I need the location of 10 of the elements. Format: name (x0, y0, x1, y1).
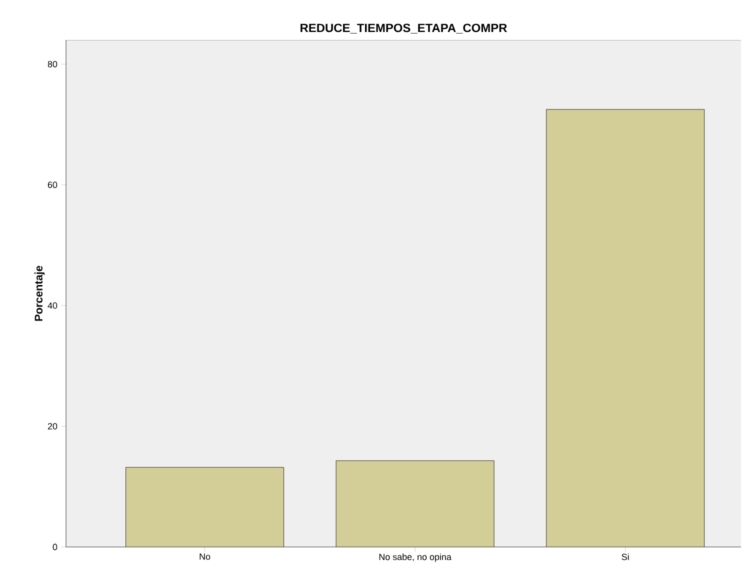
y-tick-label: 40 (48, 302, 58, 309)
y-tick-label: 80 (48, 60, 58, 68)
x-tick-label: No (200, 554, 210, 560)
x-tick-label: No sabe, no opina (379, 554, 452, 562)
y-tick-label: 60 (48, 182, 58, 188)
chart-title: REDUCE_TIEMPOS_ETAPA_COMPR (300, 24, 507, 34)
y-tick-label: 20 (48, 423, 58, 430)
x-tick-label: Si (622, 554, 629, 560)
y-tick-label: 0 (52, 544, 58, 550)
y-axis-title: Porcentaje (34, 266, 45, 321)
